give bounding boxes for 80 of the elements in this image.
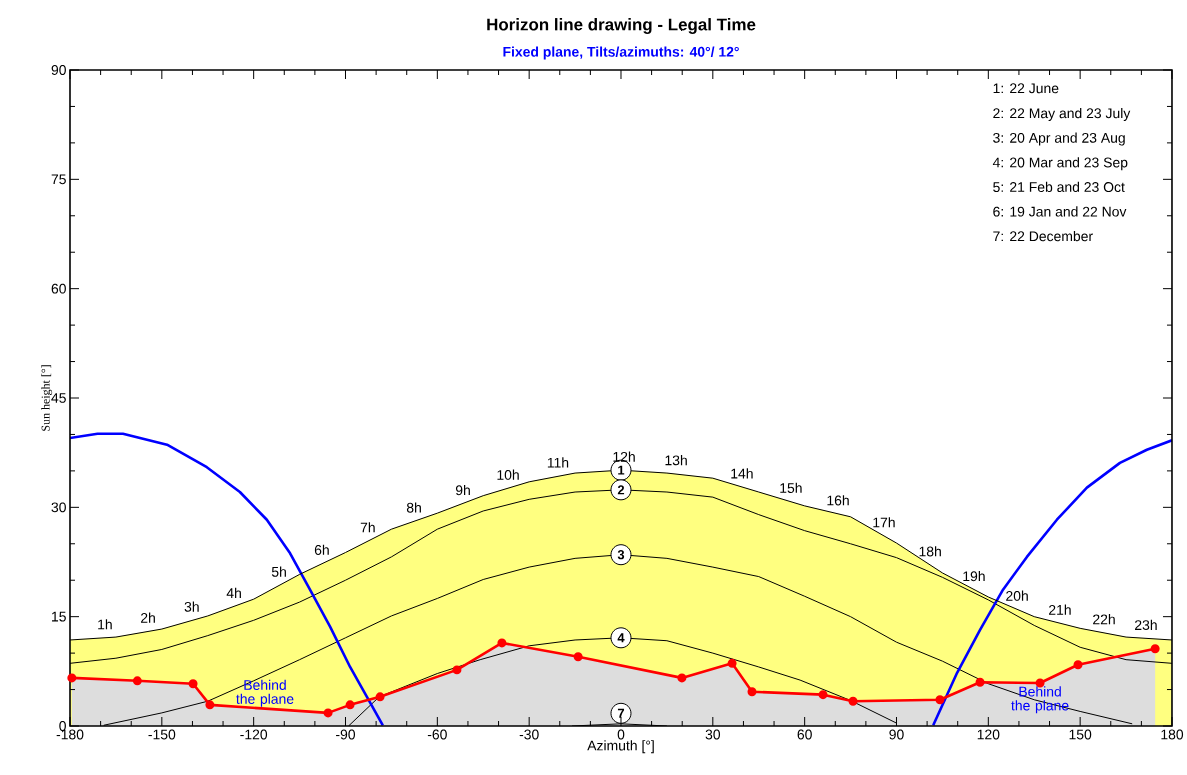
point bbox=[848, 696, 858, 706]
point bbox=[132, 676, 142, 686]
x-tick-label: 90 bbox=[889, 729, 904, 740]
annotation: 8h bbox=[406, 502, 421, 513]
point bbox=[375, 692, 385, 702]
point bbox=[677, 673, 687, 683]
annotation: 13h bbox=[665, 455, 687, 466]
annotation: 11h bbox=[547, 457, 569, 468]
chart-title: Horizon line drawing - Legal Time bbox=[487, 18, 756, 34]
annotation: 4: 20 Mar and 23 Sep bbox=[992, 157, 1128, 171]
x-tick-label: -180 bbox=[56, 729, 84, 740]
y-tick-label: 60 bbox=[51, 283, 66, 294]
y-axis-title: Sun height [°] bbox=[41, 365, 53, 431]
point bbox=[747, 687, 757, 697]
annotation: 9h bbox=[455, 484, 470, 496]
point bbox=[1073, 660, 1083, 670]
annotation: Behind the plane bbox=[236, 679, 294, 707]
y-tick-label: 0 bbox=[59, 721, 66, 731]
annotation: 5: 21 Feb and 23 Oct bbox=[993, 181, 1125, 192]
point bbox=[452, 665, 462, 675]
annotation: 15h bbox=[780, 482, 802, 493]
point bbox=[323, 708, 333, 718]
point bbox=[205, 700, 215, 710]
point bbox=[1150, 644, 1160, 654]
annotation: 16h bbox=[827, 495, 849, 506]
point bbox=[935, 695, 945, 705]
x-axis-title: Azimuth [°] bbox=[587, 740, 654, 754]
annotation: 19h bbox=[963, 570, 985, 582]
y-tick-label: 75 bbox=[51, 174, 66, 185]
annotation: 7h bbox=[360, 522, 375, 533]
y-tick-label: 90 bbox=[51, 65, 66, 75]
annotation: 2h bbox=[141, 612, 155, 623]
series-label: 3 bbox=[617, 550, 625, 560]
point bbox=[345, 700, 355, 710]
point bbox=[818, 690, 828, 700]
series-label: 1 bbox=[618, 465, 625, 475]
x-tick-label: 180 bbox=[1161, 729, 1184, 740]
x-tick-label: 150 bbox=[1069, 729, 1092, 740]
annotation: 23h bbox=[1135, 619, 1157, 631]
point bbox=[188, 679, 198, 689]
annotation: 7: 22 December bbox=[993, 230, 1093, 242]
point bbox=[573, 652, 583, 662]
annotation: 3h bbox=[184, 601, 199, 612]
legend-label: 7 bbox=[617, 708, 625, 718]
annotation: 1: 22 June bbox=[993, 83, 1059, 94]
x-tick-label: 120 bbox=[977, 729, 1000, 740]
annotation: 5h bbox=[271, 566, 286, 577]
x-tick-label: -120 bbox=[240, 729, 268, 740]
x-tick-label: -150 bbox=[148, 729, 176, 740]
annotation: 6h bbox=[314, 544, 329, 555]
point bbox=[67, 673, 77, 683]
annotation: Behind the plane bbox=[1011, 686, 1069, 714]
annotation: 18h bbox=[919, 546, 941, 557]
x-tick-label: -90 bbox=[336, 729, 356, 740]
point bbox=[727, 658, 737, 668]
x-tick-label: 0 bbox=[617, 729, 625, 740]
y-tick-label: 15 bbox=[52, 611, 66, 622]
x-tick-label: -30 bbox=[519, 729, 539, 740]
chart-subtitle: Fixed plane, Tilts/azimuths: 40°/ 12° bbox=[503, 46, 739, 60]
point bbox=[497, 638, 507, 648]
series-label: 4 bbox=[617, 633, 625, 643]
annotation: 21h bbox=[1049, 604, 1071, 615]
x-tick-label: -60 bbox=[427, 729, 447, 740]
y-tick-label: 45 bbox=[51, 393, 66, 403]
annotation: 6: 19 Jan and 22 Nov bbox=[993, 206, 1127, 217]
annotation: 22h bbox=[1093, 614, 1115, 625]
annotation: 12h bbox=[613, 451, 635, 462]
annotation: 14h bbox=[731, 468, 753, 479]
annotation: 20h bbox=[1006, 590, 1028, 601]
annotation: 4h bbox=[226, 587, 241, 598]
x-tick-label: 60 bbox=[797, 729, 812, 740]
x-tick-label: 30 bbox=[705, 729, 721, 740]
annotation: 3: 20 Apr and 23 Aug bbox=[993, 132, 1125, 146]
annotation: 1h bbox=[98, 619, 112, 630]
point bbox=[975, 677, 985, 687]
annotation: 2: 22 May and 23 July bbox=[993, 107, 1131, 121]
y-tick-label: 30 bbox=[51, 502, 66, 513]
annotation: 17h bbox=[873, 517, 895, 528]
annotation: 10h bbox=[497, 469, 519, 480]
series-label: 2 bbox=[617, 485, 625, 495]
